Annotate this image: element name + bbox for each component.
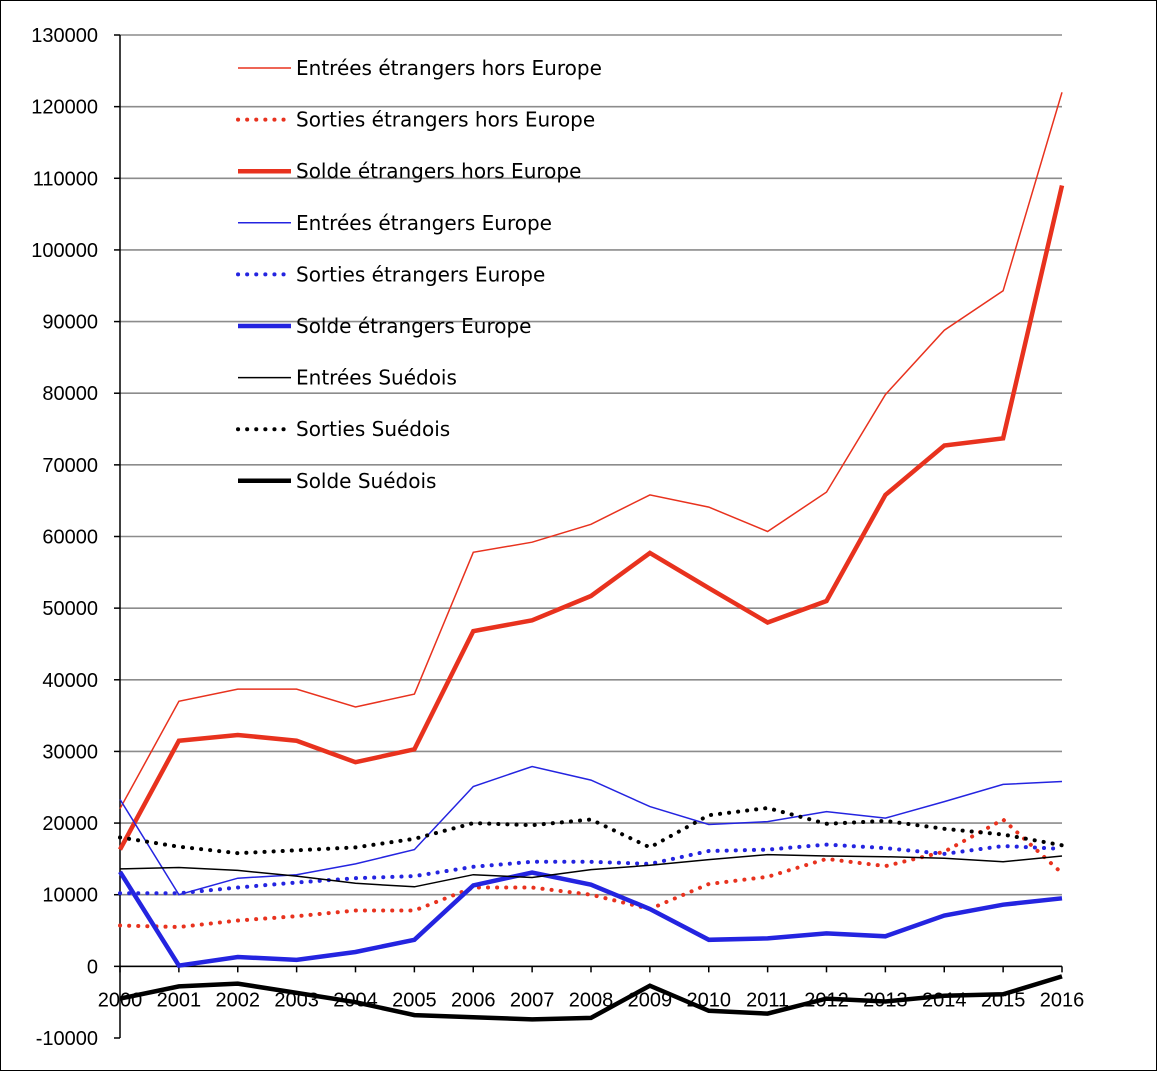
series-line bbox=[118, 817, 1064, 930]
x-tick-label: 2014 bbox=[922, 989, 967, 1011]
y-tick-label: 70000 bbox=[42, 455, 98, 477]
y-tick-label: 10000 bbox=[42, 885, 98, 907]
x-tick-label: 2016 bbox=[1040, 989, 1085, 1011]
series-line bbox=[118, 184, 1065, 851]
x-tick-label: 2003 bbox=[274, 989, 319, 1011]
series-line bbox=[118, 842, 1064, 896]
legend-label: Solde étrangers hors Europe bbox=[296, 159, 581, 183]
x-tick-label: 2015 bbox=[981, 989, 1026, 1011]
legend-label: Sorties étrangers hors Europe bbox=[296, 108, 595, 132]
x-tick-label: 2011 bbox=[746, 989, 789, 1011]
x-tick-label: 2009 bbox=[628, 989, 673, 1011]
y-tick-label: 80000 bbox=[42, 383, 98, 405]
x-tick-label: 2000 bbox=[98, 989, 143, 1011]
legend: Entrées étrangers hors Europe Sorties étr… bbox=[236, 56, 602, 493]
x-tick-label: 2012 bbox=[804, 989, 849, 1011]
x-tick-label: 2001 bbox=[157, 989, 202, 1011]
y-tick-label: 50000 bbox=[42, 598, 98, 620]
legend-label: Entrées étrangers hors Europe bbox=[296, 56, 602, 80]
series-line bbox=[119, 974, 1063, 1022]
axes bbox=[114, 34, 1063, 1039]
y-tick-label: 120000 bbox=[31, 97, 98, 119]
legend-label: Sorties étrangers Europe bbox=[296, 262, 545, 286]
gridlines bbox=[120, 34, 1062, 968]
x-tick-label: 2007 bbox=[510, 989, 555, 1011]
y-tick-label: 110000 bbox=[33, 168, 98, 190]
y-tick-label: 90000 bbox=[42, 312, 98, 334]
legend-label: Entrées étrangers Europe bbox=[296, 211, 552, 235]
x-tick-label: 2005 bbox=[392, 989, 437, 1011]
series-line bbox=[119, 765, 1063, 896]
y-tick-label: 20000 bbox=[42, 813, 98, 835]
series-line bbox=[119, 853, 1063, 888]
x-tick-label: 2002 bbox=[216, 989, 261, 1011]
series-line bbox=[118, 805, 1064, 856]
series-lines bbox=[118, 92, 1065, 1022]
y-tick-label: 60000 bbox=[42, 527, 98, 549]
x-tick-label: 2004 bbox=[333, 989, 378, 1011]
x-tick-label: 2006 bbox=[451, 989, 496, 1011]
series-line bbox=[119, 92, 1063, 810]
y-axis-tick-labels: 1300001200001100001000009000080000700006… bbox=[31, 25, 98, 1050]
y-tick-label: 0 bbox=[87, 956, 98, 978]
y-tick-label: 130000 bbox=[31, 25, 98, 47]
y-tick-label: 40000 bbox=[42, 670, 98, 692]
x-tick-label: 2008 bbox=[569, 989, 614, 1011]
y-tick-label: 100000 bbox=[31, 240, 98, 262]
y-tick-label: 30000 bbox=[42, 741, 98, 763]
x-tick-label: 2010 bbox=[687, 989, 732, 1011]
legend-label: Entrées Suédois bbox=[296, 366, 457, 390]
legend-label: Solde Suédois bbox=[296, 469, 436, 493]
y-tick-label: -10000 bbox=[36, 1028, 98, 1050]
series-line bbox=[118, 870, 1063, 969]
x-axis-tick-labels: 2000 2001 2002 2003 2004 2005 2006 2007 2008 2009… bbox=[98, 989, 1085, 1011]
legend-label: Sorties Suédois bbox=[296, 417, 450, 441]
x-tick-label: 2013 bbox=[863, 989, 908, 1011]
legend-label: Solde étrangers Europe bbox=[296, 314, 531, 338]
